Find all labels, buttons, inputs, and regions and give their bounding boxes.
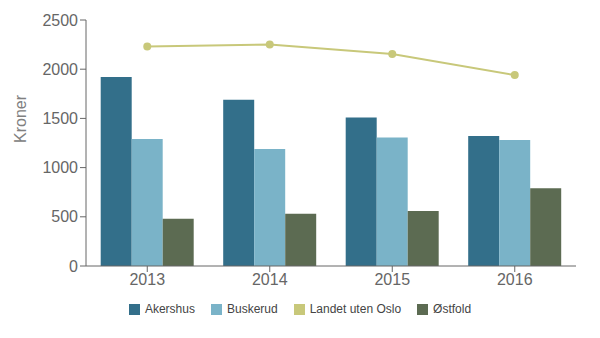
svg-text:2013: 2013 [129,271,165,288]
html-text:Buskerud: Buskerud [227,302,278,316]
svg-text:500: 500 [51,208,78,225]
svg-text:1500: 1500 [42,110,78,127]
svg-text:Kroner: Kroner [12,94,29,143]
svg-text:1000: 1000 [42,159,78,176]
svg-text:2016: 2016 [497,271,533,288]
svg-text:2015: 2015 [374,271,410,288]
html-text:Akershus: Akershus [144,302,195,316]
svg-text:2000: 2000 [42,61,78,78]
html-text:Landet uten Oslo: Landet uten Oslo [309,302,402,316]
svg-text:2014: 2014 [252,271,288,288]
svg-text:2500: 2500 [42,12,78,29]
html-text:Østfold: Østfold [433,302,472,316]
svg-text:0: 0 [69,258,78,275]
